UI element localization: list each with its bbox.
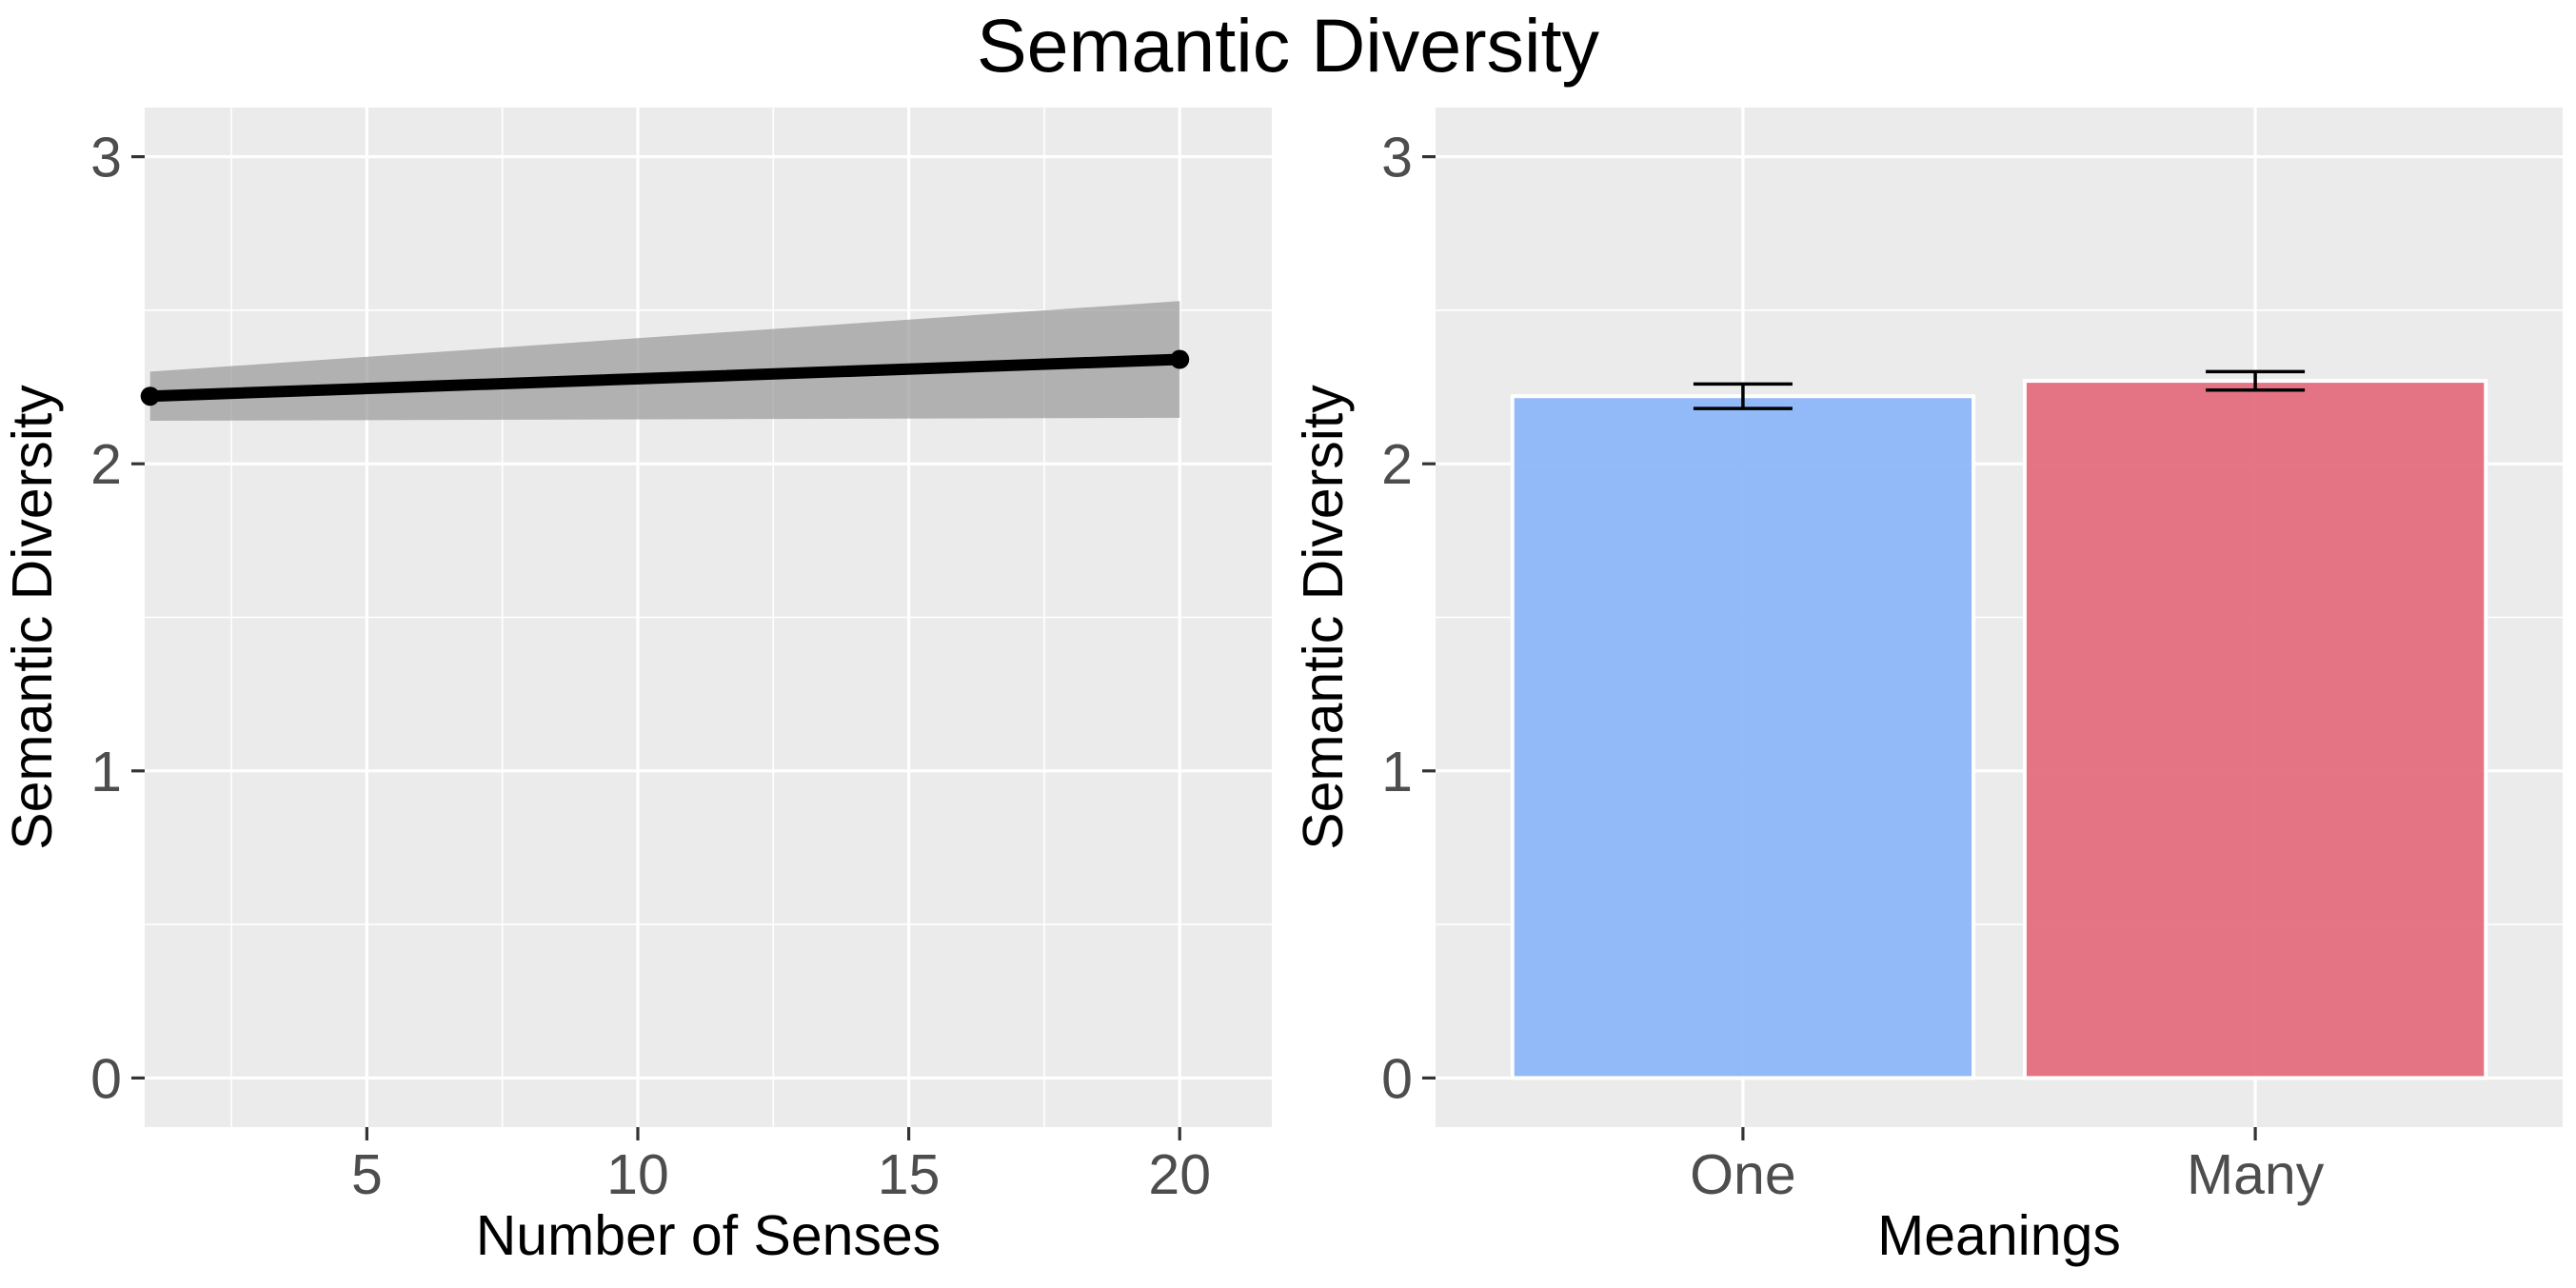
- left-x-tick-label: 5: [351, 1143, 383, 1206]
- bar-many: [2022, 379, 2488, 1080]
- figure-title: Semantic Diversity: [977, 3, 1600, 88]
- right-y-axis-title: Semantic Diversity: [1292, 385, 1355, 850]
- bar-one: [1510, 394, 1976, 1080]
- right-panel-axes: 0 1 2 3 One Many: [1381, 127, 2325, 1206]
- right-x-axis-title: Meanings: [1877, 1204, 2121, 1267]
- left-x-tick-label: 15: [878, 1143, 941, 1206]
- right-x-tick-label: Many: [2187, 1143, 2325, 1206]
- left-panel: 0 1 2 3 5 10 15 20 Number of Senses Semantic Di…: [1, 108, 1272, 1267]
- left-y-tick-label: 2: [90, 433, 122, 496]
- data-point: [140, 386, 160, 406]
- trend-line: [144, 353, 1186, 403]
- left-y-tick-label: 3: [90, 127, 122, 189]
- left-panel-grid: [145, 108, 1272, 1127]
- right-panel-plot: [1510, 369, 2488, 1080]
- right-y-tick-label: 1: [1381, 741, 1413, 803]
- left-panel-plot: [140, 301, 1190, 422]
- left-y-tick-label: 1: [90, 741, 122, 803]
- left-x-tick-label: 10: [606, 1143, 669, 1206]
- left-x-tick-label: 20: [1148, 1143, 1211, 1206]
- right-y-tick-label: 2: [1381, 433, 1413, 496]
- left-x-axis-title: Number of Senses: [476, 1204, 941, 1267]
- right-y-tick-label: 3: [1381, 127, 1413, 189]
- data-point: [1170, 349, 1190, 369]
- right-panel: 0 1 2 3 One Many Meanings Semantic Diversity: [1292, 108, 2563, 1267]
- left-y-axis-title: Semantic Diversity: [1, 385, 64, 850]
- left-y-tick-label: 0: [90, 1047, 122, 1110]
- right-x-tick-label: One: [1690, 1143, 1796, 1206]
- right-y-tick-label: 0: [1381, 1047, 1413, 1110]
- left-panel-axes: 0 1 2 3 5 10 15 20: [90, 127, 1211, 1206]
